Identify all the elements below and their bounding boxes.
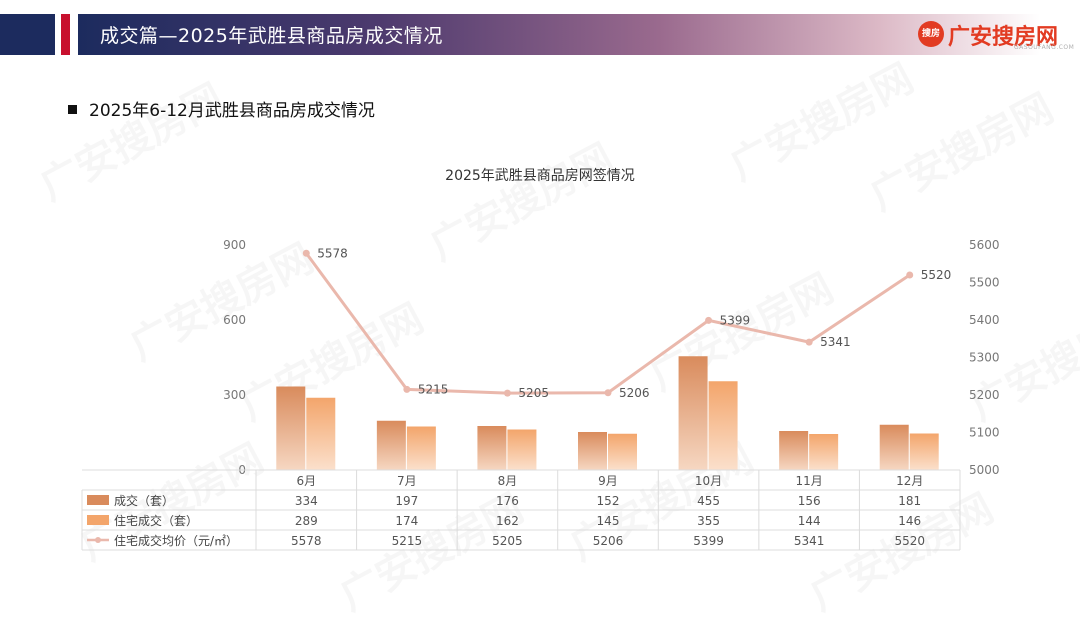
avg-price-point (906, 271, 914, 279)
table-cell-value: 5206 (593, 534, 624, 548)
bar-residential-deals (406, 426, 436, 470)
y-left-tick-label: 600 (223, 313, 246, 327)
table-cell-value: 162 (496, 514, 519, 528)
x-category-label: 10月 (695, 474, 722, 488)
y-right-tick-label: 5300 (969, 351, 1000, 365)
legend-bar-key (87, 515, 109, 525)
legend-line-marker (95, 537, 101, 543)
table-cell-value: 145 (597, 514, 620, 528)
section-heading: 2025年6-12月武胜县商品房成交情况 (68, 96, 375, 121)
y-right-tick-label: 5200 (969, 388, 1000, 402)
legend-series-name: 住宅成交（套） (114, 513, 198, 528)
x-category-label: 8月 (498, 474, 518, 488)
avg-price-data-label: 5578 (317, 246, 348, 260)
avg-price-data-label: 5399 (720, 313, 751, 327)
avg-price-data-label: 5206 (619, 386, 650, 400)
bar-total-deals (678, 356, 708, 470)
avg-price-point (302, 249, 310, 257)
bar-total-deals (276, 386, 306, 470)
y-right-tick-label: 5600 (969, 238, 1000, 252)
table-cell-value: 146 (898, 514, 921, 528)
table-cell-value: 5215 (392, 534, 423, 548)
bar-total-deals (779, 431, 809, 470)
avg-price-point (805, 338, 813, 346)
table-cell-value: 455 (697, 494, 720, 508)
avg-price-data-label: 5205 (518, 386, 549, 400)
bar-residential-deals (708, 381, 738, 470)
y-left-tick-label: 900 (223, 238, 246, 252)
y-right-tick-label: 5400 (969, 313, 1000, 327)
table-cell-value: 174 (395, 514, 418, 528)
avg-price-data-label: 5215 (418, 382, 449, 396)
header-red-block (61, 14, 70, 55)
legend-series-name: 成交（套） (114, 493, 174, 508)
bar-total-deals (477, 426, 507, 470)
table-cell-value: 5520 (894, 534, 925, 548)
logo-subtext: GASOUFANG.COM (1014, 44, 1075, 51)
legend-bar-key (87, 495, 109, 505)
brand-logo: 搜房 广安搜房网 GASOUFANG.COM (918, 17, 1074, 53)
table-cell-value: 5205 (492, 534, 523, 548)
x-category-label: 7月 (397, 474, 417, 488)
avg-price-line (305, 252, 911, 395)
avg-price-point (403, 385, 411, 393)
header-gradient-bar (78, 14, 1080, 55)
header-banner: 成交篇—2025年武胜县商品房成交情况 搜房 广安搜房网 GASOUFANG.C… (0, 14, 1080, 55)
y-right-tick-label: 5000 (969, 463, 1000, 477)
avg-price-point (604, 389, 612, 397)
table-cell-value: 197 (395, 494, 418, 508)
page-title: 成交篇—2025年武胜县商品房成交情况 (100, 25, 443, 47)
table-cell-value: 5399 (693, 534, 724, 548)
section-heading-text: 2025年6-12月武胜县商品房成交情况 (89, 101, 375, 121)
header-navy-block (0, 14, 55, 55)
table-cell-value: 5341 (794, 534, 825, 548)
x-category-label: 9月 (598, 474, 618, 488)
y-right-tick-label: 5500 (969, 276, 1000, 290)
bar-total-deals (879, 424, 909, 470)
table-cell-value: 355 (697, 514, 720, 528)
avg-price-data-label: 5520 (921, 268, 952, 282)
combo-chart: 0300600900500051005200530054005500560055… (81, 238, 1000, 551)
table-cell-value: 334 (295, 494, 318, 508)
table-cell-value: 5578 (291, 534, 322, 548)
bar-residential-deals (608, 433, 637, 470)
bar-total-deals (578, 432, 607, 470)
bar-residential-deals (809, 434, 839, 470)
table-cell-value: 289 (295, 514, 318, 528)
bar-residential-deals (507, 429, 537, 470)
legend-series-name: 住宅成交均价（元/㎡） (114, 533, 238, 548)
table-cell-value: 181 (898, 494, 921, 508)
bullet-square-icon (68, 105, 77, 114)
logo-text: 广安搜房网 (948, 25, 1059, 50)
table-cell-value: 176 (496, 494, 519, 508)
table-cell-value: 144 (798, 514, 821, 528)
table-cell-value: 152 (597, 494, 620, 508)
avg-price-point (705, 316, 713, 324)
logo-badge-icon: 搜房 (918, 21, 944, 47)
avg-price-data-label: 5341 (820, 335, 851, 349)
x-category-label: 6月 (296, 474, 316, 488)
x-category-label: 11月 (796, 474, 823, 488)
y-right-tick-label: 5100 (969, 426, 1000, 440)
avg-price-point (503, 389, 511, 397)
y-left-tick-label: 300 (223, 388, 246, 402)
x-category-label: 12月 (896, 474, 923, 488)
table-cell-value: 156 (798, 494, 821, 508)
bar-total-deals (376, 420, 406, 470)
chart-title: 2025年武胜县商品房网签情况 (445, 168, 635, 184)
bar-residential-deals (306, 397, 336, 470)
bar-residential-deals (909, 433, 939, 470)
